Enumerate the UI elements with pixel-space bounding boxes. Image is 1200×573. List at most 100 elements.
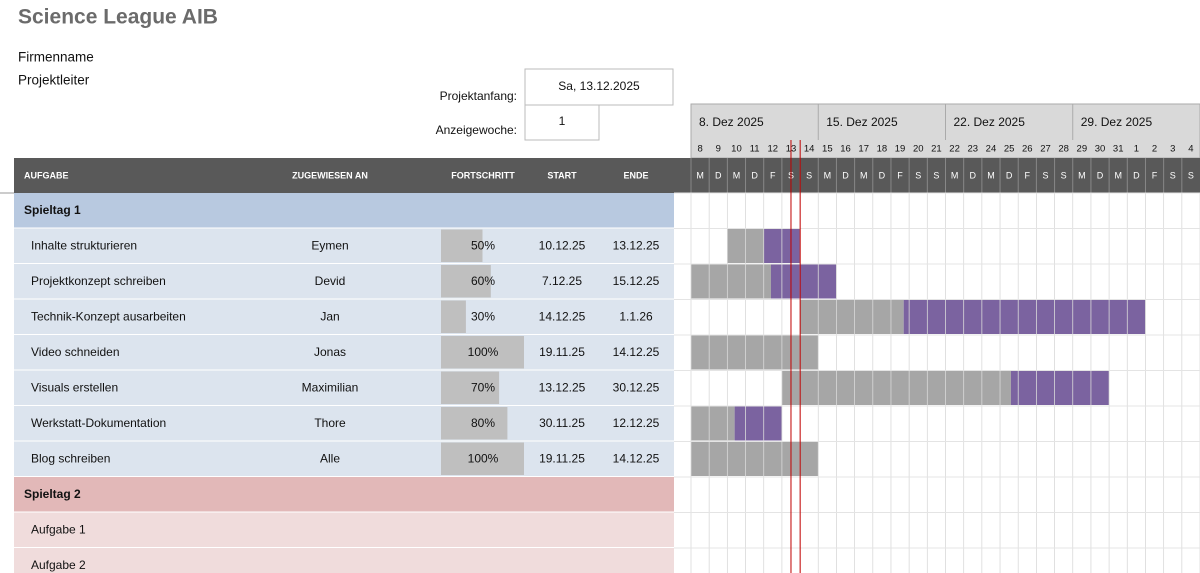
progress: 30%: [471, 309, 495, 323]
gantt-open: [770, 264, 837, 299]
day-number: 10: [731, 144, 742, 155]
progress-bar: [441, 229, 483, 262]
progress: 70%: [471, 380, 495, 394]
task-row: [14, 299, 674, 334]
progress-bar: [441, 442, 524, 475]
progress: 60%: [471, 274, 495, 288]
day-number: 14: [804, 144, 815, 155]
task-name: Aufgabe 2: [31, 558, 86, 572]
end: 12.12.25: [613, 416, 660, 430]
weekday: F: [770, 170, 776, 180]
progress-bar: [441, 300, 466, 333]
progress-bar: [441, 265, 491, 298]
group-name: Spieltag 2: [24, 487, 81, 501]
assignee: Eymen: [311, 238, 348, 252]
progress-bar: [441, 371, 500, 404]
lead: Projektleiter: [18, 73, 90, 88]
assignee: Devid: [315, 274, 346, 288]
weekday: S: [1061, 170, 1067, 180]
assignee: Jonas: [314, 345, 346, 359]
day-number: 9: [716, 144, 721, 155]
task-name: Visuals erstellen: [31, 380, 118, 394]
assignee: Alle: [320, 451, 340, 465]
column-header: START: [547, 170, 577, 180]
day-number: 12: [768, 144, 779, 155]
assignee: Thore: [314, 416, 346, 430]
group-name: Spieltag 1: [24, 203, 81, 217]
weekday: F: [1152, 170, 1158, 180]
end: 1.1.26: [619, 309, 653, 323]
progress: 50%: [471, 238, 495, 252]
task-name: Aufgabe 1: [31, 522, 86, 536]
day-number: 31: [1113, 144, 1124, 155]
week-box: [524, 104, 600, 141]
day-number: 29: [1077, 144, 1088, 155]
weekday: F: [1025, 170, 1031, 180]
start-label: Projektanfang:: [440, 89, 517, 103]
start: 14.12.25: [539, 309, 586, 323]
title: Science League AIB: [18, 6, 218, 29]
start: 30.11.25: [539, 416, 585, 430]
end: 15.12.25: [613, 274, 660, 288]
assignee: Maximilian: [302, 380, 359, 394]
start-value: Sa, 13.12.2025: [558, 79, 640, 93]
task-row: [14, 548, 674, 573]
gantt-open: [903, 299, 1146, 334]
header-row: [14, 158, 1200, 193]
end: 30.12.25: [613, 380, 660, 394]
weekday: M: [733, 170, 741, 180]
day-number: 30: [1095, 144, 1106, 155]
task-name: Blog schreiben: [31, 451, 110, 465]
day-number: 17: [858, 144, 869, 155]
start-box: [524, 68, 674, 106]
weekday: M: [951, 170, 959, 180]
weekday: S: [1042, 170, 1048, 180]
start: 19.11.25: [539, 451, 585, 465]
weekday: M: [824, 170, 832, 180]
start: 7.12.25: [542, 274, 582, 288]
day-number: 19: [895, 144, 906, 155]
gantt-done: [691, 406, 735, 441]
weekday: D: [1097, 170, 1104, 180]
task-name: Werkstatt-Dokumentation: [31, 416, 166, 430]
weekday: D: [842, 170, 849, 180]
weekday: M: [987, 170, 995, 180]
column-header: ZUGEWIESEN AN: [292, 170, 368, 180]
day-number: 21: [931, 144, 942, 155]
weekday: S: [915, 170, 921, 180]
day-number: 22: [949, 144, 960, 155]
end: 14.12.25: [613, 345, 660, 359]
weekday: F: [897, 170, 903, 180]
gantt-done: [691, 264, 771, 299]
progress-bar: [441, 407, 508, 440]
progress: 100%: [468, 345, 499, 359]
task-row: [14, 370, 674, 405]
task-name: Technik-Konzept ausarbeiten: [31, 309, 186, 323]
progress-bar: [441, 336, 524, 369]
gantt-open: [734, 406, 782, 441]
day-number: 27: [1040, 144, 1051, 155]
task-row: [14, 335, 674, 370]
company: Firmenname: [18, 50, 94, 65]
end: 14.12.25: [613, 451, 660, 465]
column-header: FORTSCHRITT: [451, 170, 515, 180]
start: 19.11.25: [539, 345, 585, 359]
progress: 80%: [471, 416, 495, 430]
group-row: [14, 193, 674, 228]
task-name: Inhalte strukturieren: [31, 238, 137, 252]
task-row: [14, 264, 674, 299]
weekday: D: [970, 170, 977, 180]
weekday: S: [1188, 170, 1194, 180]
week-label: 8. Dez 2025: [699, 115, 764, 129]
weekday: D: [751, 170, 758, 180]
weekday: D: [1133, 170, 1140, 180]
weekday: S: [933, 170, 939, 180]
task-row: [14, 228, 674, 263]
weekday: M: [696, 170, 704, 180]
day-number: 8: [697, 144, 702, 155]
day-number: 1: [1134, 144, 1139, 155]
weekday: D: [879, 170, 886, 180]
day-number: 23: [967, 144, 978, 155]
